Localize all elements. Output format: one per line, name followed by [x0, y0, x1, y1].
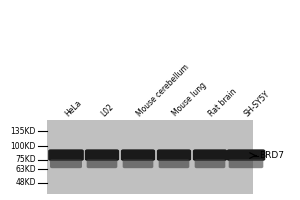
Text: HeLa: HeLa: [63, 98, 83, 118]
FancyBboxPatch shape: [123, 159, 153, 168]
FancyBboxPatch shape: [121, 149, 155, 161]
Text: 48KD: 48KD: [16, 178, 36, 187]
FancyBboxPatch shape: [87, 159, 117, 168]
Text: Mouse cerebellum: Mouse cerebellum: [135, 62, 191, 118]
FancyBboxPatch shape: [229, 159, 263, 168]
FancyBboxPatch shape: [195, 159, 225, 168]
Text: 135KD: 135KD: [11, 127, 36, 136]
FancyBboxPatch shape: [159, 159, 189, 168]
Text: L02: L02: [99, 102, 115, 118]
Text: SH-SY5Y: SH-SY5Y: [243, 89, 272, 118]
Bar: [46, 120, 253, 194]
Text: 63KD: 63KD: [15, 165, 36, 174]
Text: Rat brain: Rat brain: [207, 87, 238, 118]
FancyBboxPatch shape: [227, 149, 265, 161]
FancyBboxPatch shape: [85, 149, 119, 161]
Text: Mouse lung: Mouse lung: [171, 81, 208, 118]
FancyBboxPatch shape: [157, 149, 191, 161]
FancyBboxPatch shape: [193, 149, 227, 161]
FancyBboxPatch shape: [48, 149, 84, 161]
FancyBboxPatch shape: [50, 159, 82, 168]
Text: 100KD: 100KD: [11, 142, 36, 151]
Text: 75KD: 75KD: [15, 155, 36, 164]
Text: BRD7: BRD7: [260, 151, 284, 160]
